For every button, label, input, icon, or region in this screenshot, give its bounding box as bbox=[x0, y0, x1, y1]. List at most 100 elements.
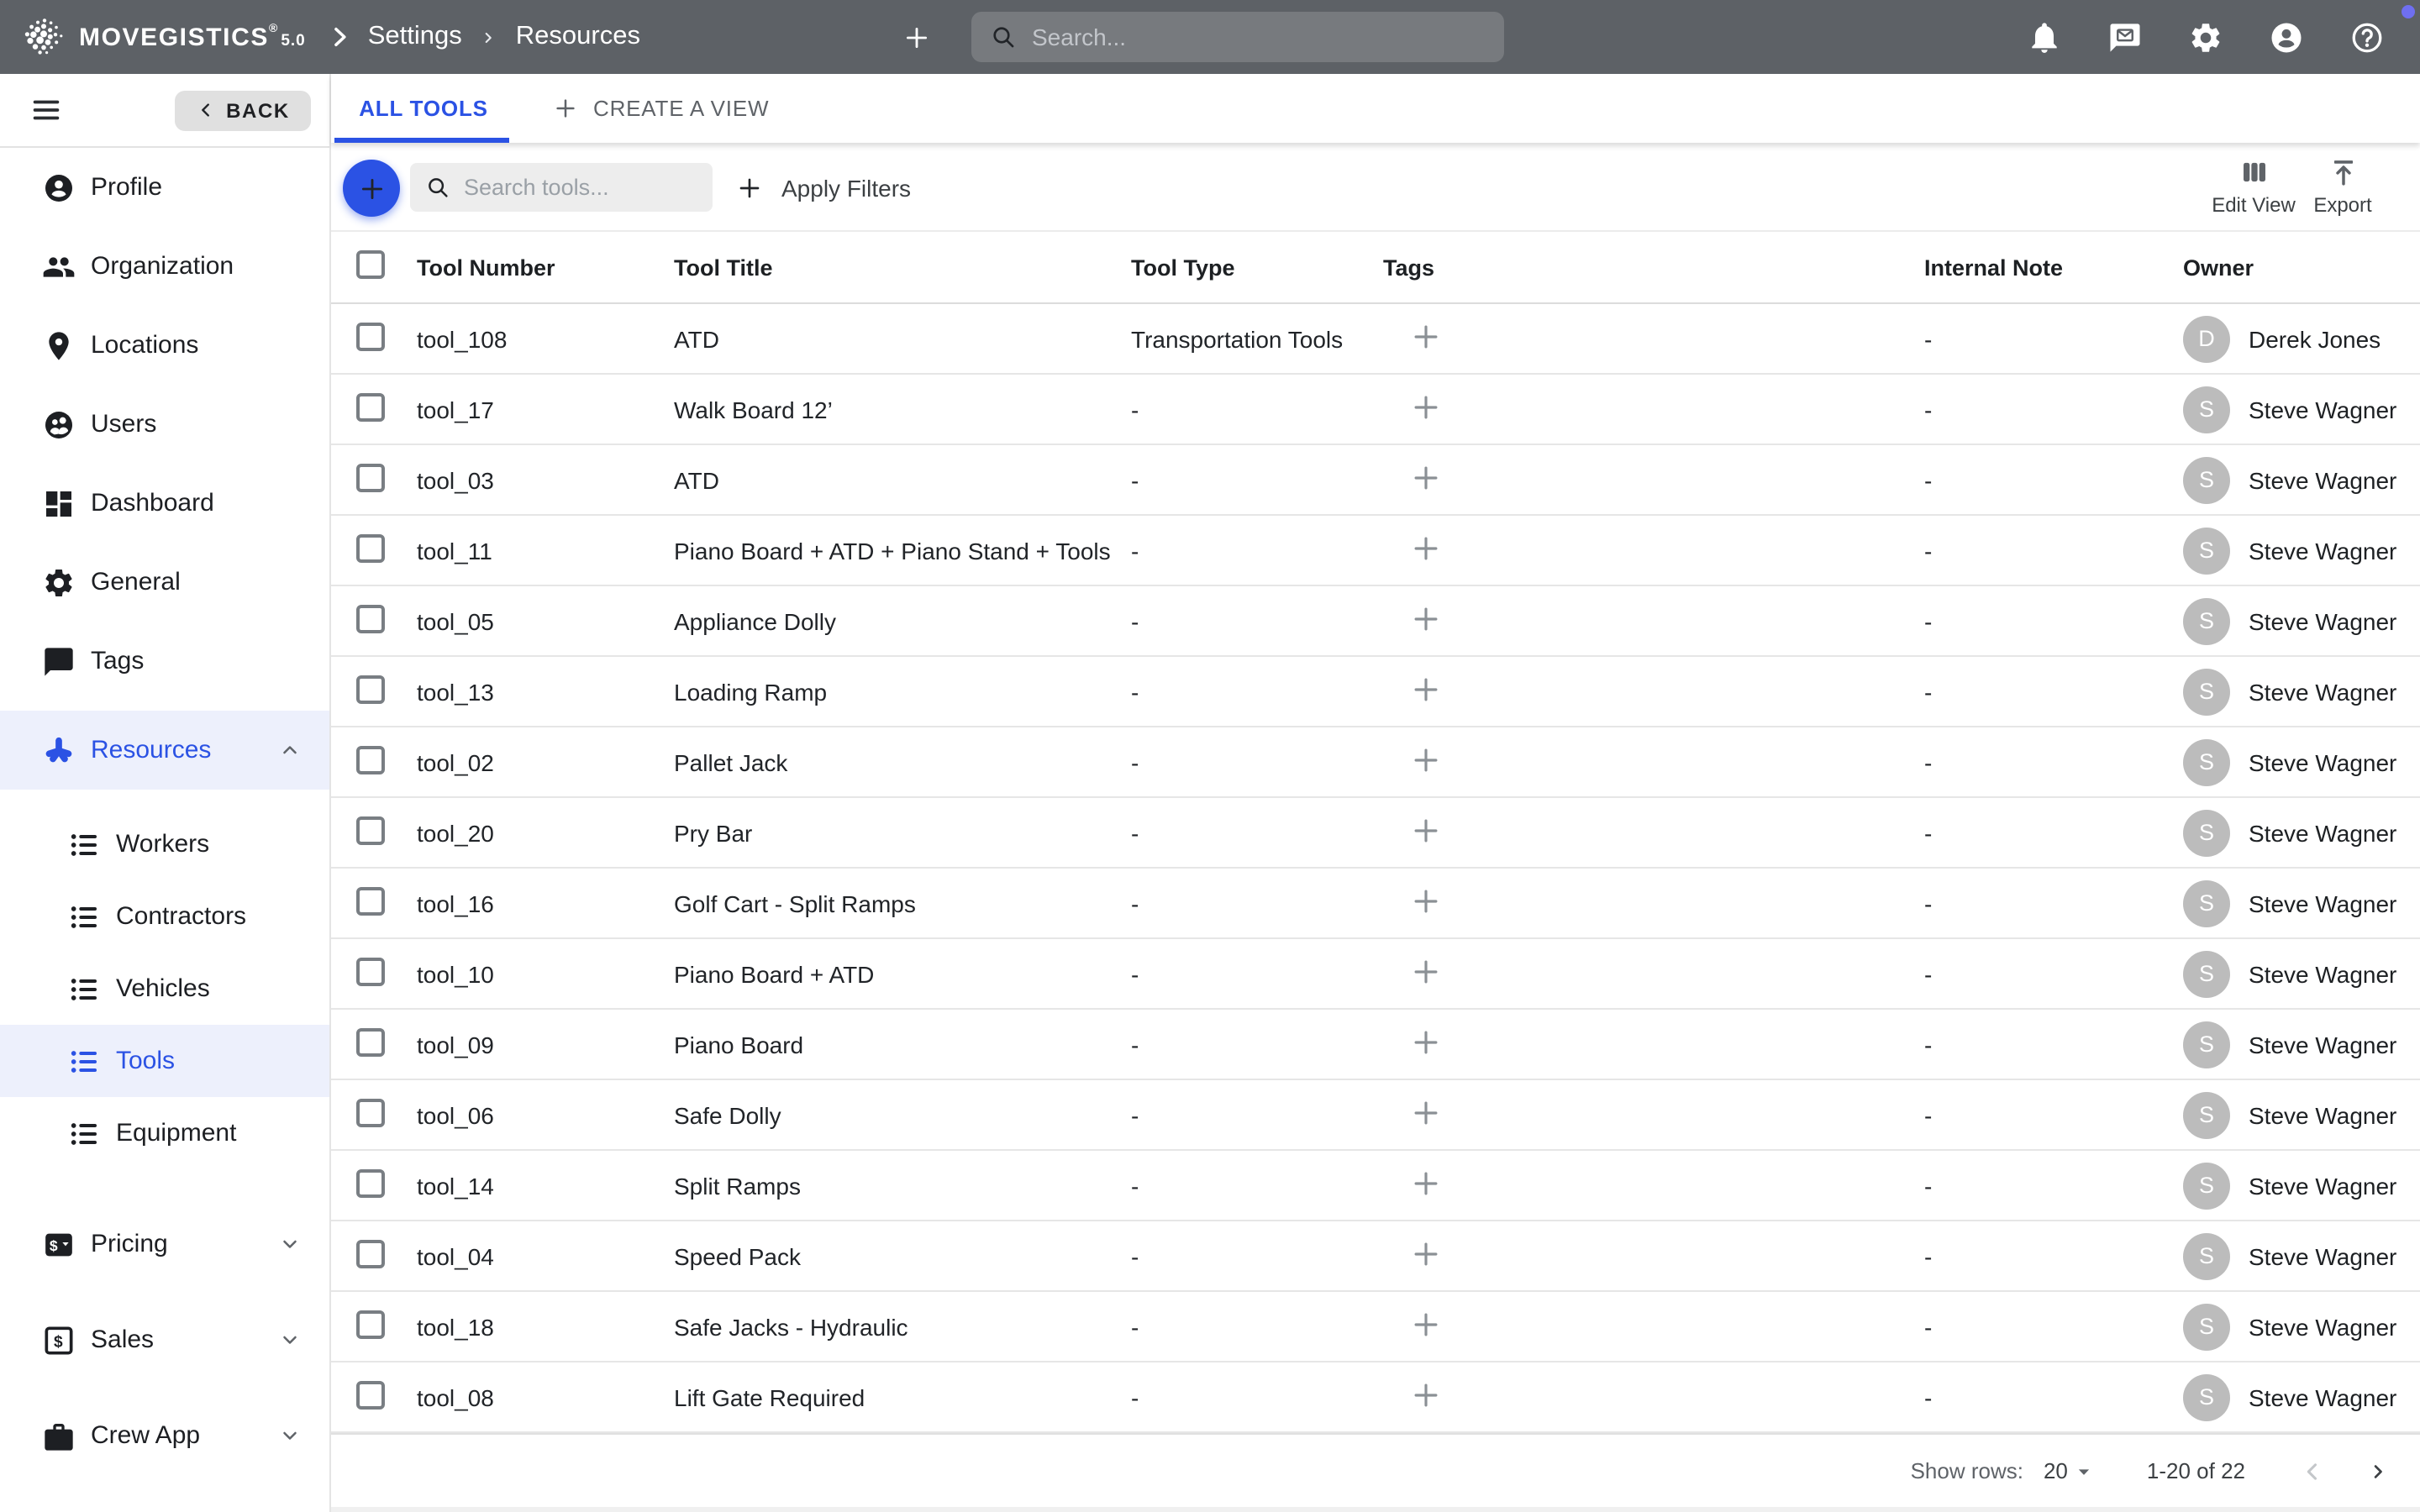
owner-name: Steve Wagner bbox=[2249, 1031, 2397, 1058]
table-row[interactable]: tool_05 Appliance Dolly - - S Steve Wagn… bbox=[331, 586, 2420, 657]
table-row[interactable]: tool_09 Piano Board - - S Steve Wagner bbox=[331, 1010, 2420, 1080]
rows-per-page-select[interactable]: 20 bbox=[2044, 1457, 2098, 1484]
table-row[interactable]: tool_08 Lift Gate Required - - S Steve W… bbox=[331, 1362, 2420, 1433]
row-checkbox[interactable] bbox=[356, 533, 385, 562]
table-row[interactable]: tool_108 ATD Transportation Tools - D De… bbox=[331, 304, 2420, 375]
plus-icon bbox=[1409, 392, 1441, 424]
row-checkbox[interactable] bbox=[356, 745, 385, 774]
app-header: MOVEGISTICS® 5.0 Settings Resources bbox=[0, 0, 2420, 74]
sidebar-item-vehicles[interactable]: Vehicles bbox=[0, 953, 329, 1025]
breadcrumb-resources[interactable]: Resources bbox=[515, 22, 640, 50]
sidebar-item-equipment[interactable]: Equipment bbox=[0, 1097, 329, 1169]
sidebar-item-dashboard[interactable]: Dashboard bbox=[0, 464, 329, 543]
row-checkbox[interactable] bbox=[356, 322, 385, 350]
add-tag-button[interactable] bbox=[1407, 390, 1444, 427]
row-checkbox[interactable] bbox=[356, 816, 385, 844]
sidebar-item-profile[interactable]: Profile bbox=[0, 148, 329, 227]
settings-button[interactable] bbox=[2181, 13, 2228, 60]
logo[interactable]: MOVEGISTICS® 5.0 bbox=[0, 14, 306, 60]
row-checkbox[interactable] bbox=[356, 463, 385, 491]
tab-create-a-view[interactable]: CREATE A VIEW bbox=[553, 96, 769, 121]
add-tag-button[interactable] bbox=[1407, 1378, 1444, 1415]
table-row[interactable]: tool_03 ATD - - S Steve Wagner bbox=[331, 445, 2420, 516]
add-tag-button[interactable] bbox=[1407, 1025, 1444, 1062]
add-tag-button[interactable] bbox=[1407, 1166, 1444, 1203]
select-all-checkbox[interactable] bbox=[356, 250, 385, 279]
row-checkbox[interactable] bbox=[356, 392, 385, 421]
sidebar-item-organization[interactable]: Organization bbox=[0, 227, 329, 306]
row-checkbox[interactable] bbox=[356, 886, 385, 915]
sidebar-item-crew-app[interactable]: Crew App bbox=[0, 1396, 329, 1475]
logo-version: 5.0 bbox=[281, 32, 306, 50]
add-tag-button[interactable] bbox=[1407, 1307, 1444, 1344]
menu-button[interactable] bbox=[20, 85, 71, 135]
sidebar-item-contractors[interactable]: Contractors bbox=[0, 880, 329, 953]
add-tag-button[interactable] bbox=[1407, 601, 1444, 638]
owner-avatar: S bbox=[2183, 1373, 2230, 1420]
apply-filters-button[interactable]: Apply Filters bbox=[736, 143, 911, 232]
back-button[interactable]: BACK bbox=[175, 90, 311, 130]
row-checkbox[interactable] bbox=[356, 1098, 385, 1126]
sidebar-item-general[interactable]: General bbox=[0, 543, 329, 622]
row-checkbox[interactable] bbox=[356, 675, 385, 703]
export-button[interactable]: Export bbox=[2302, 156, 2383, 217]
add-tag-button[interactable] bbox=[1407, 813, 1444, 850]
row-checkbox[interactable] bbox=[356, 1027, 385, 1056]
owner-avatar: S bbox=[2183, 1232, 2230, 1279]
table-row[interactable]: tool_20 Pry Bar - - S Steve Wagner bbox=[331, 798, 2420, 869]
add-tag-button[interactable] bbox=[1407, 954, 1444, 991]
sidebar-item-users[interactable]: Users bbox=[0, 385, 329, 464]
cell-owner: S Steve Wagner bbox=[2183, 879, 2420, 927]
sidebar-item-tags[interactable]: Tags bbox=[0, 622, 329, 701]
cell-tool-number: tool_04 bbox=[417, 1242, 494, 1269]
owner-avatar: S bbox=[2183, 456, 2230, 503]
add-tag-button[interactable] bbox=[1407, 319, 1444, 356]
sidebar-item-workers[interactable]: Workers bbox=[0, 808, 329, 880]
previous-page-button[interactable] bbox=[2297, 1456, 2328, 1486]
add-tag-button[interactable] bbox=[1407, 884, 1444, 921]
help-button[interactable] bbox=[2343, 13, 2390, 60]
next-page-button[interactable] bbox=[2363, 1456, 2393, 1486]
add-tag-button[interactable] bbox=[1407, 1095, 1444, 1132]
table-row[interactable]: tool_04 Speed Pack - - S Steve Wagner bbox=[331, 1221, 2420, 1292]
add-tag-button[interactable] bbox=[1407, 672, 1444, 709]
sidebar-item-resources[interactable]: Resources bbox=[0, 711, 329, 790]
row-checkbox[interactable] bbox=[356, 604, 385, 633]
owner-avatar: S bbox=[2183, 879, 2230, 927]
table-row[interactable]: tool_18 Safe Jacks - Hydraulic - - S Ste… bbox=[331, 1292, 2420, 1362]
row-checkbox[interactable] bbox=[356, 1380, 385, 1409]
account-button[interactable] bbox=[2262, 13, 2309, 60]
table-row[interactable]: tool_06 Safe Dolly - - S Steve Wagner bbox=[331, 1080, 2420, 1151]
sidebar-item-sales[interactable]: Sales bbox=[0, 1300, 329, 1379]
table-row[interactable]: tool_17 Walk Board 12’ - - S Steve Wagne… bbox=[331, 375, 2420, 445]
breadcrumb-settings[interactable]: Settings bbox=[367, 22, 462, 50]
account-icon bbox=[2268, 19, 2303, 55]
tab-all-tools[interactable]: ALL TOOLS bbox=[331, 74, 516, 143]
add-tag-button[interactable] bbox=[1407, 1236, 1444, 1273]
table-row[interactable]: tool_16 Golf Cart - Split Ramps - - S St… bbox=[331, 869, 2420, 939]
sidebar-item-tools[interactable]: Tools bbox=[0, 1025, 329, 1097]
table-row[interactable]: tool_02 Pallet Jack - - S Steve Wagner bbox=[331, 727, 2420, 798]
edit-view-button[interactable]: Edit View bbox=[2205, 156, 2302, 217]
table-row[interactable]: tool_14 Split Ramps - - S Steve Wagner bbox=[331, 1151, 2420, 1221]
add-tag-button[interactable] bbox=[1407, 743, 1444, 780]
add-tag-button[interactable] bbox=[1407, 460, 1444, 497]
row-checkbox[interactable] bbox=[356, 1239, 385, 1268]
cell-tool-number: tool_16 bbox=[417, 890, 494, 916]
list-icon bbox=[67, 1044, 101, 1078]
table-row[interactable]: tool_10 Piano Board + ATD - - S Steve Wa… bbox=[331, 939, 2420, 1010]
header-add-button[interactable] bbox=[892, 13, 939, 60]
sidebar-item-locations[interactable]: Locations bbox=[0, 306, 329, 385]
add-tag-button[interactable] bbox=[1407, 531, 1444, 568]
tools-search-input[interactable] bbox=[464, 175, 699, 200]
messages-button[interactable] bbox=[2101, 13, 2148, 60]
sidebar-item-pricing[interactable]: Pricing bbox=[0, 1205, 329, 1284]
notifications-button[interactable] bbox=[2020, 13, 2067, 60]
row-checkbox[interactable] bbox=[356, 957, 385, 985]
global-search-input[interactable] bbox=[1032, 24, 1469, 50]
add-tool-button[interactable] bbox=[343, 160, 400, 217]
row-checkbox[interactable] bbox=[356, 1310, 385, 1338]
row-checkbox[interactable] bbox=[356, 1168, 385, 1197]
table-row[interactable]: tool_11 Piano Board + ATD + Piano Stand … bbox=[331, 516, 2420, 586]
table-row[interactable]: tool_13 Loading Ramp - - S Steve Wagner bbox=[331, 657, 2420, 727]
